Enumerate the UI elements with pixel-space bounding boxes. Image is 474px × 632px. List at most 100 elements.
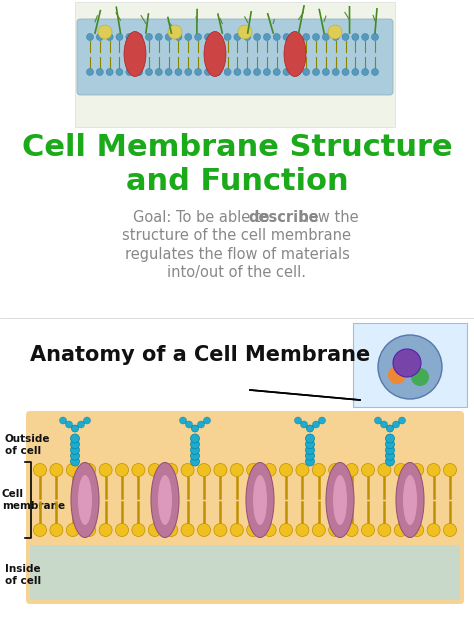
Circle shape [148, 523, 161, 537]
Circle shape [126, 68, 133, 75]
Circle shape [301, 421, 308, 428]
Circle shape [98, 25, 112, 39]
Circle shape [83, 417, 91, 424]
Circle shape [273, 68, 280, 75]
Circle shape [322, 33, 329, 40]
Circle shape [244, 33, 251, 40]
Circle shape [195, 68, 201, 75]
Circle shape [146, 33, 153, 40]
Circle shape [280, 463, 292, 477]
Circle shape [374, 417, 382, 424]
Circle shape [273, 33, 280, 40]
Circle shape [362, 463, 374, 477]
Circle shape [263, 523, 276, 537]
Circle shape [195, 33, 201, 40]
Circle shape [388, 366, 406, 384]
Circle shape [401, 352, 419, 370]
Circle shape [381, 421, 388, 428]
Text: Cell
membrane: Cell membrane [2, 489, 65, 511]
Circle shape [86, 68, 93, 75]
Circle shape [164, 523, 178, 537]
Ellipse shape [246, 463, 274, 537]
Circle shape [372, 33, 379, 40]
Circle shape [362, 33, 369, 40]
Circle shape [214, 523, 227, 537]
Text: Goal: To be able to: Goal: To be able to [133, 210, 274, 226]
Circle shape [332, 68, 339, 75]
Ellipse shape [284, 32, 306, 76]
Circle shape [191, 446, 200, 454]
Circle shape [362, 523, 374, 537]
Circle shape [165, 33, 172, 40]
Circle shape [204, 33, 211, 40]
Circle shape [116, 463, 128, 477]
Circle shape [394, 463, 407, 477]
Circle shape [106, 68, 113, 75]
Circle shape [136, 68, 143, 75]
Circle shape [71, 434, 80, 443]
Circle shape [86, 33, 93, 40]
Ellipse shape [403, 475, 417, 525]
Circle shape [198, 523, 210, 537]
Circle shape [246, 463, 260, 477]
Circle shape [214, 68, 221, 75]
Circle shape [181, 463, 194, 477]
Circle shape [393, 349, 421, 377]
FancyBboxPatch shape [30, 545, 460, 600]
Circle shape [230, 523, 243, 537]
Circle shape [306, 446, 315, 454]
Circle shape [306, 440, 315, 449]
Circle shape [378, 463, 391, 477]
Text: into/out of the cell.: into/out of the cell. [167, 265, 307, 279]
Circle shape [204, 68, 211, 75]
Circle shape [230, 463, 243, 477]
Ellipse shape [253, 475, 267, 525]
Circle shape [322, 68, 329, 75]
Ellipse shape [124, 32, 146, 76]
Circle shape [303, 68, 310, 75]
Circle shape [96, 33, 103, 40]
Circle shape [71, 457, 80, 466]
Circle shape [165, 68, 172, 75]
Circle shape [34, 523, 46, 537]
Ellipse shape [326, 463, 354, 537]
Circle shape [392, 421, 400, 428]
FancyBboxPatch shape [26, 411, 464, 604]
Circle shape [306, 451, 315, 460]
Circle shape [386, 425, 393, 432]
Ellipse shape [158, 475, 172, 525]
Circle shape [254, 33, 261, 40]
Circle shape [293, 33, 300, 40]
Circle shape [294, 417, 301, 424]
Circle shape [280, 523, 292, 537]
Circle shape [328, 25, 342, 39]
Circle shape [386, 425, 393, 432]
Circle shape [71, 451, 80, 460]
FancyBboxPatch shape [77, 19, 393, 95]
Circle shape [78, 421, 84, 428]
Circle shape [283, 33, 290, 40]
Circle shape [82, 523, 96, 537]
Circle shape [198, 421, 204, 428]
Circle shape [264, 33, 270, 40]
Circle shape [319, 417, 326, 424]
Circle shape [427, 523, 440, 537]
Ellipse shape [333, 475, 347, 525]
Circle shape [126, 33, 133, 40]
Circle shape [106, 33, 113, 40]
Circle shape [427, 463, 440, 477]
Circle shape [307, 425, 313, 432]
Circle shape [65, 421, 73, 428]
Circle shape [99, 463, 112, 477]
Circle shape [136, 33, 143, 40]
Ellipse shape [204, 32, 226, 76]
Circle shape [191, 440, 200, 449]
Ellipse shape [71, 463, 99, 537]
Circle shape [332, 33, 339, 40]
Circle shape [312, 68, 319, 75]
Circle shape [246, 523, 260, 537]
Text: structure of the cell membrane: structure of the cell membrane [122, 229, 352, 243]
Circle shape [312, 523, 325, 537]
Circle shape [372, 68, 379, 75]
Circle shape [410, 523, 424, 537]
